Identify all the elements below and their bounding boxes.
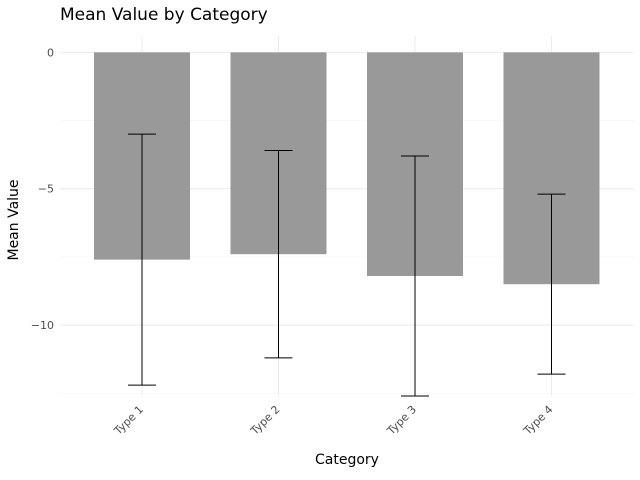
x-tick-label: Type 1 (111, 403, 146, 438)
error-bar-type-4 (537, 193, 566, 375)
error-bar-type-3 (401, 155, 429, 397)
y-tick-label: −10 (31, 319, 54, 332)
error-bar-type-2 (264, 150, 293, 359)
error-bar-type-1 (128, 133, 156, 386)
x-tick-labels: Type 1 Type 2 Type 3 Type 4 (111, 403, 556, 438)
y-tick-label: 0 (47, 46, 54, 59)
x-tick-label: Type 4 (520, 403, 555, 438)
x-axis-title: Category (315, 452, 379, 468)
x-tick-label: Type 2 (247, 403, 282, 438)
bars (94, 52, 600, 285)
error-bars (128, 133, 566, 397)
y-tick-labels: 0 −5 −10 (31, 46, 54, 332)
x-tick-label: Type 3 (384, 403, 419, 438)
y-tick-label: −5 (38, 183, 54, 196)
y-axis-title: Mean Value (6, 179, 22, 260)
chart-title: Mean Value by Category (60, 5, 268, 25)
